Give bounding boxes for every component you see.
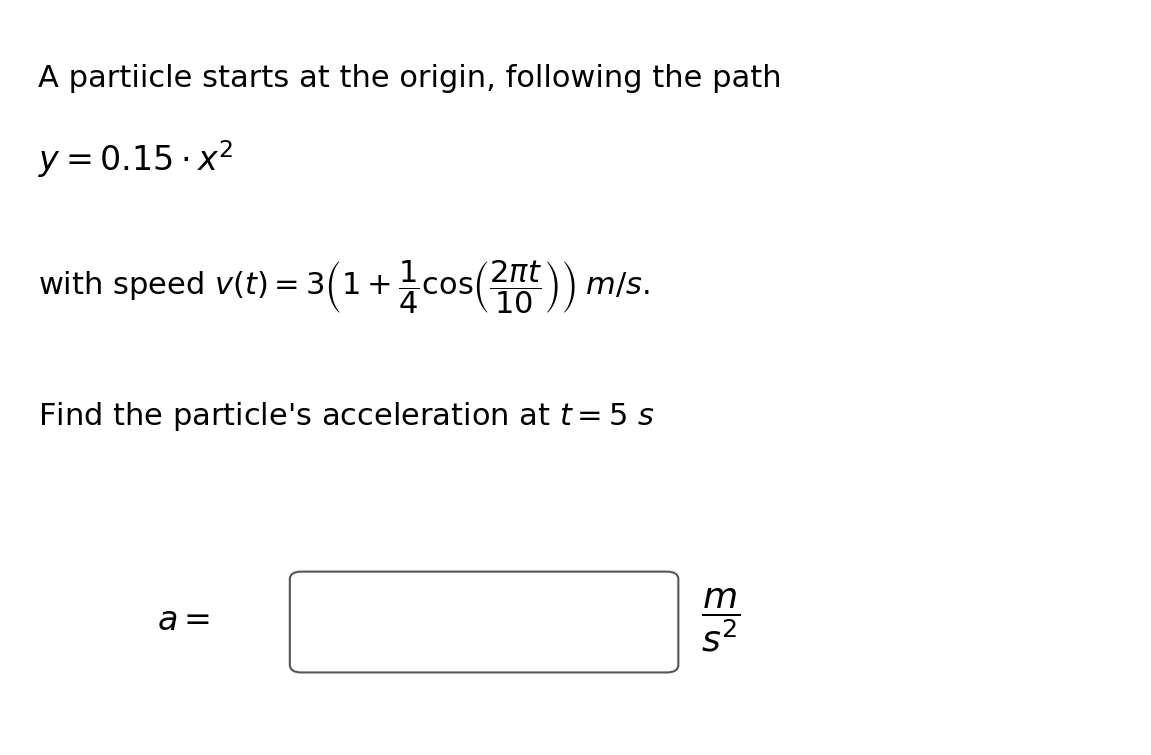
Text: with speed $v(t) = 3\left(1 + \dfrac{1}{4}\cos\!\left(\dfrac{2\pi t}{10}\right)\: with speed $v(t) = 3\left(1 + \dfrac{1}{… [38, 258, 650, 316]
Text: $y = 0.15 \cdot x^2$: $y = 0.15 \cdot x^2$ [38, 139, 234, 180]
Text: A partiicle starts at the origin, following the path: A partiicle starts at the origin, follow… [38, 64, 782, 93]
Text: Find the particle's acceleration at $t = 5$ $s$: Find the particle's acceleration at $t =… [38, 400, 655, 433]
Text: $a = $: $a = $ [157, 604, 209, 636]
FancyBboxPatch shape [290, 572, 678, 673]
Text: $\dfrac{m}{s^2}$: $\dfrac{m}{s^2}$ [701, 587, 741, 654]
